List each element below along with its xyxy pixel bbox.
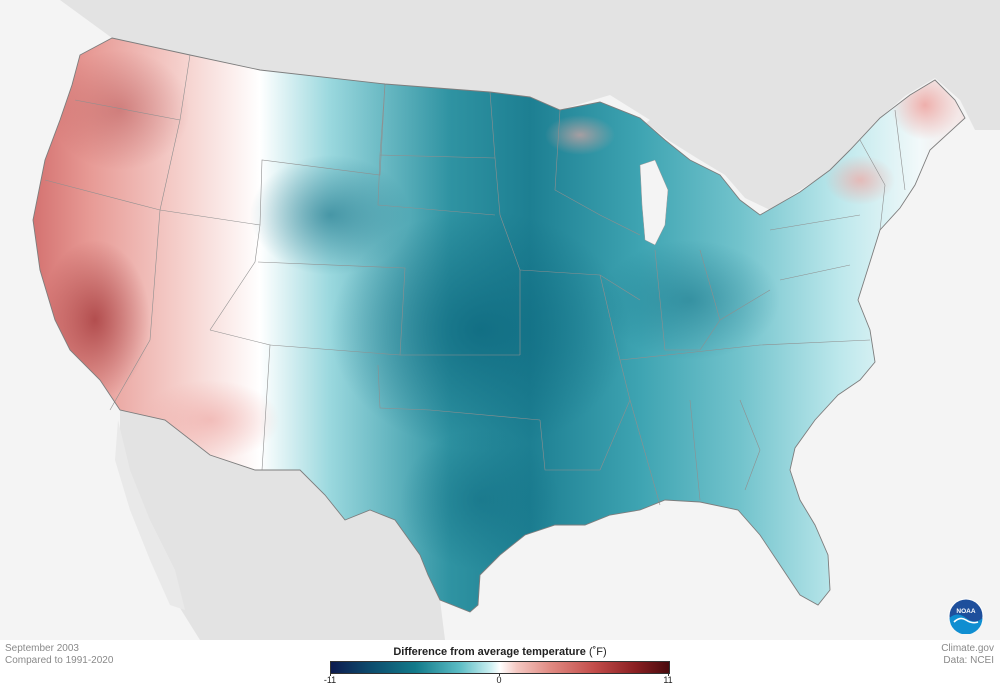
state-borders	[44, 54, 906, 506]
mexico-landmass	[120, 410, 445, 640]
credit-text: Climate.gov	[941, 643, 994, 654]
legend-tickmark-max	[668, 673, 669, 676]
footer-credits: Climate.gov Data: NCEI	[941, 643, 994, 667]
noaa-logo-text: NOAA	[956, 608, 975, 615]
legend-color-bar	[330, 661, 670, 674]
legend-min-label: -11	[323, 675, 337, 685]
canada-landmass	[60, 0, 1000, 210]
legend-title: Difference from average temperature (˚F)	[330, 646, 670, 658]
noaa-logo-icon: NOAA	[948, 598, 984, 634]
legend-title-text: Difference from average temperature	[393, 646, 586, 658]
lake-michigan	[639, 159, 669, 246]
legend-max-label: 11	[663, 675, 673, 685]
legend-mid-label: 0	[496, 675, 502, 685]
temperature-anomaly-map	[32, 0, 1000, 640]
map-footer: September 2003 Compared to 1991-2020 Dif…	[0, 640, 1000, 690]
footer-info: September 2003 Compared to 1991-2020	[5, 643, 113, 667]
data-source-text: Data: NCEI	[943, 655, 994, 666]
map-baseline: Compared to 1991-2020	[5, 655, 114, 666]
map-date: September 2003	[5, 643, 79, 654]
legend-tickmark-mid	[499, 673, 500, 676]
legend-unit: (˚F)	[588, 646, 607, 658]
legend-tickmark-min	[330, 673, 331, 676]
baja-peninsula	[115, 420, 185, 610]
